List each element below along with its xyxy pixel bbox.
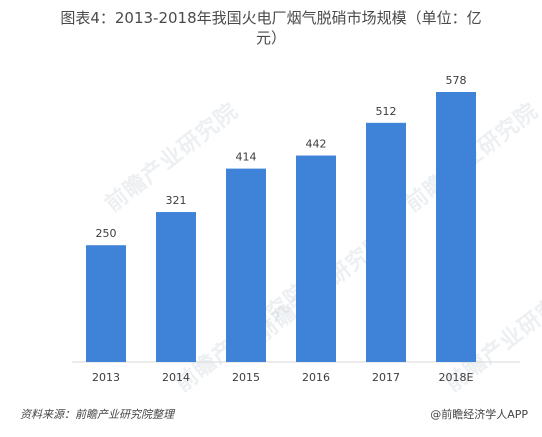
bar-2013 [86,245,126,362]
bar-2014 [156,212,196,362]
x-tick-label-2013: 2013 [92,371,120,384]
source-note: 资料来源：前瞻产业研究院整理 [20,408,174,421]
x-tick-label-2016: 2016 [302,371,330,384]
chart-title-line-1: 图表4：2013-2018年我国火电厂烟气脱硝市场规模（单位：亿 [60,9,482,27]
x-tick-label-2018E: 2018E [439,371,474,384]
chart-title: 图表4：2013-2018年我国火电厂烟气脱硝市场规模（单位：亿 元） [0,8,542,48]
x-tick-label-2014: 2014 [162,371,190,384]
bar-2015 [226,168,266,362]
data-label-2018E: 578 [446,74,467,87]
credit-note: @前瞻经济学人APP [430,408,528,421]
data-label-2016: 442 [306,138,327,151]
value-labels-group: 250 321 414 442 512 578 [96,74,467,240]
x-tick-label-2017: 2017 [372,371,400,384]
tick-labels-group: 2013 2014 2015 2016 2017 2018E [92,371,474,384]
x-tick-label-2015: 2015 [232,371,260,384]
data-label-2014: 321 [166,194,187,207]
bar-2018E [436,92,476,362]
bar-2016 [296,155,336,362]
data-label-2017: 512 [376,105,397,118]
data-label-2015: 414 [236,151,257,164]
chart-title-line-2: 元） [255,29,286,47]
data-label-2013: 250 [96,227,117,240]
bars-group [86,92,476,363]
bar-2017 [366,122,406,363]
